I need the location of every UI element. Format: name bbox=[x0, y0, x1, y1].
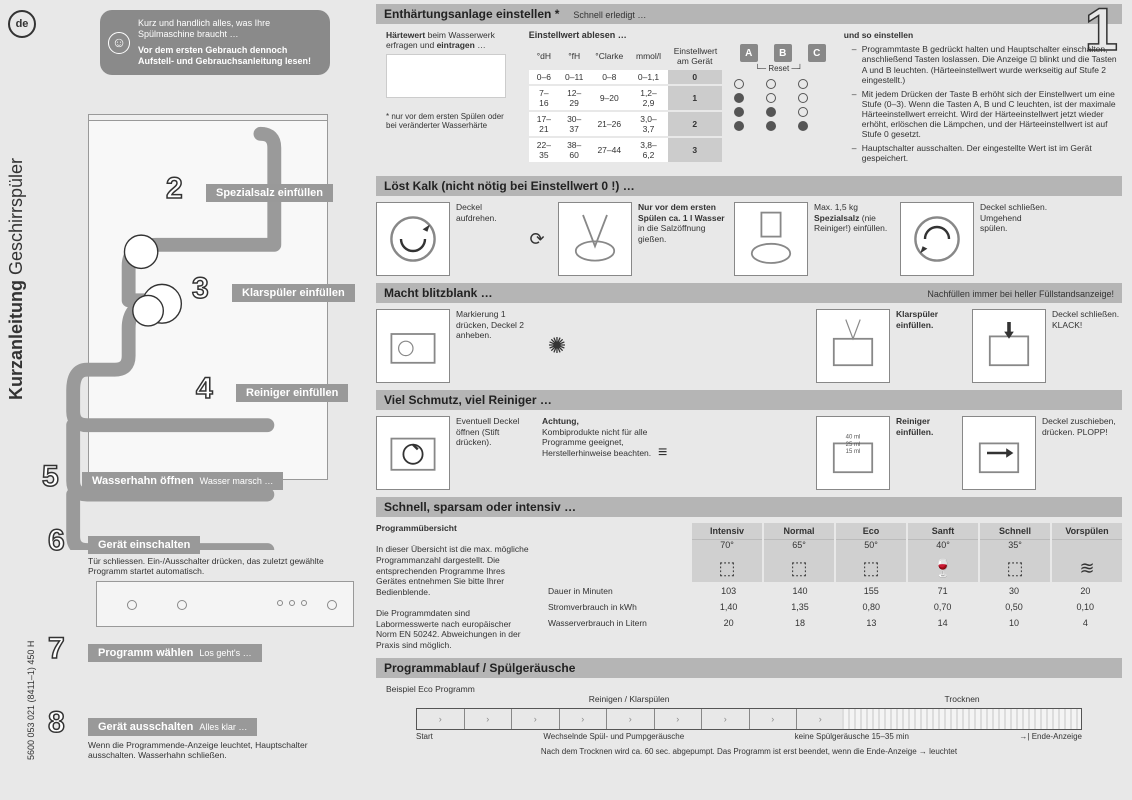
rinse-text-3: Deckel schließen. KLACK! bbox=[1052, 309, 1122, 383]
led-block: A B C └─ Reset ─┘ bbox=[732, 44, 826, 133]
header-2: Löst Kalk (nicht nötig bei Einstellwert … bbox=[376, 176, 1122, 196]
step-num-7: 7 bbox=[48, 632, 84, 668]
det-illus-3 bbox=[962, 416, 1036, 490]
salt-illus-2 bbox=[558, 202, 632, 276]
rinse-text-1: Markierung 1 drücken, Deckel 2 anheben. bbox=[456, 309, 536, 383]
step-desc-8: Wenn die Programmende-Anzeige leuchtet, … bbox=[88, 740, 348, 760]
rinse-illus-2 bbox=[816, 309, 890, 383]
rinse-text-2: Klarspüler einfüllen. bbox=[896, 309, 966, 383]
header-3: Macht blitzblank …Nachfüllen immer bei h… bbox=[376, 283, 1122, 303]
vertical-title: Kurzanleitung Geschirrspüler bbox=[6, 158, 27, 400]
hardness-table: °dH °fH °Clarke mmol/l Einstellwert am G… bbox=[529, 44, 722, 164]
hardness-table-block: Einstellwert ablesen … °dH °fH °Clarke m… bbox=[529, 30, 826, 167]
header-timeline: Programmablauf / Spülgeräusche bbox=[376, 658, 1122, 678]
header-6: Schnell, sparsam oder intensiv … bbox=[376, 497, 1122, 517]
tip-line2: Vor dem ersten Gebrauch dennoch Aufstell… bbox=[138, 45, 311, 66]
hardness-footnote: * nur vor dem ersten Spülen oder bei ver… bbox=[386, 112, 511, 130]
step-label-2: Spezialsalz einfüllen bbox=[206, 184, 333, 202]
document-code: 5600 053 021 (8411–1) 450 H bbox=[26, 641, 36, 760]
salt-text-2: Nur vor dem ersten Spülen ca. 1 l Wasser… bbox=[638, 202, 728, 276]
det-text-3: Deckel zuschieben, drücken. PLOPP! bbox=[1042, 416, 1122, 490]
arrow-icon: ⟳ bbox=[522, 202, 552, 276]
timeline-footer: Nach dem Trocknen wird ca. 60 sec. abgep… bbox=[376, 747, 1122, 756]
det-warning: Achtung,Kombiprodukte nicht für alle Pro… bbox=[542, 416, 652, 490]
salt-illus-1 bbox=[376, 202, 450, 276]
hardness-input-box bbox=[386, 54, 506, 98]
salt-text-3: Max. 1,5 kg Spezialsalz (nie Reiniger!) … bbox=[814, 202, 894, 276]
det-text-2: Reiniger einfüllen. bbox=[896, 416, 956, 490]
svg-text:25 ml: 25 ml bbox=[846, 442, 861, 448]
left-column: de Kurzanleitung Geschirrspüler 5600 053… bbox=[0, 0, 370, 800]
rinse-illus-1 bbox=[376, 309, 450, 383]
rinse-illus-3 bbox=[972, 309, 1046, 383]
salt-illus-4 bbox=[900, 202, 974, 276]
program-data-table: Dauer in Minuten103140155713020 Stromver… bbox=[540, 582, 1122, 632]
tip-line1: Kurz und handlich alles, was Ihre Spülma… bbox=[138, 18, 320, 41]
salt-text-1: Deckel aufdrehen. bbox=[456, 202, 516, 276]
smiley-icon: ☺ bbox=[108, 32, 130, 54]
header-4: Viel Schmutz, viel Reiniger … bbox=[376, 390, 1122, 410]
step-label-7: Programm wählenLos geht's … bbox=[88, 644, 262, 662]
step-num-4: 4 bbox=[196, 372, 232, 408]
lines-icon: ≡ bbox=[658, 416, 678, 490]
hardness-instructions: und so einstellen Programmtaste B gedrüc… bbox=[844, 30, 1122, 167]
step-label-4: Reiniger einfüllen bbox=[236, 384, 348, 402]
header-1: Enthärtungsanlage einstellen *Schnell er… bbox=[376, 4, 1122, 24]
language-badge: de bbox=[8, 10, 36, 38]
det-illus-1 bbox=[376, 416, 450, 490]
step-num-8: 8 bbox=[48, 706, 84, 742]
step-label-3: Klarspüler einfüllen bbox=[232, 284, 355, 302]
svg-text:40 ml: 40 ml bbox=[846, 435, 861, 441]
det-text-1: Eventuell Deckel öffnen (Stift drücken). bbox=[456, 416, 536, 490]
sparkle-icon: ✺ bbox=[542, 309, 572, 383]
right-column: Enthärtungsanlage einstellen *Schnell er… bbox=[370, 0, 1132, 800]
step-num-2: 2 bbox=[166, 172, 202, 208]
det-illus-2: 40 ml25 ml15 ml bbox=[816, 416, 890, 490]
program-grid: Intensiv70°⬚ Normal65°⬚ Eco50°⬚ Sanft40°… bbox=[540, 523, 1122, 582]
control-panel-illustration bbox=[96, 581, 354, 627]
step-label-5: Wasserhahn öffnenWasser marsch … bbox=[82, 472, 283, 490]
salt-illus-3 bbox=[734, 202, 808, 276]
step-label-6: Gerät einschalten bbox=[88, 536, 200, 554]
step-label-8: Gerät ausschaltenAlles klar … bbox=[88, 718, 257, 736]
salt-text-4: Deckel schließen. Umgehend spülen. bbox=[980, 202, 1050, 276]
step-num-6: 6 bbox=[48, 524, 84, 560]
svg-text:15 ml: 15 ml bbox=[846, 449, 861, 455]
step-desc-6: Tür schliessen. Ein-/Ausschalter drücken… bbox=[88, 556, 358, 576]
tip-box: ☺ Kurz und handlich alles, was Ihre Spül… bbox=[100, 10, 330, 75]
step-num-3: 3 bbox=[192, 272, 228, 308]
step-num-5: 5 bbox=[42, 460, 78, 496]
timeline-block: Beispiel Eco Programm Reinigen / Klarspü… bbox=[376, 684, 1122, 756]
hardness-left: Härtewert beim Wasserwerk erfragen und e… bbox=[386, 30, 511, 167]
program-overview-text: Programmübersicht In dieser Übersicht is… bbox=[376, 523, 534, 651]
